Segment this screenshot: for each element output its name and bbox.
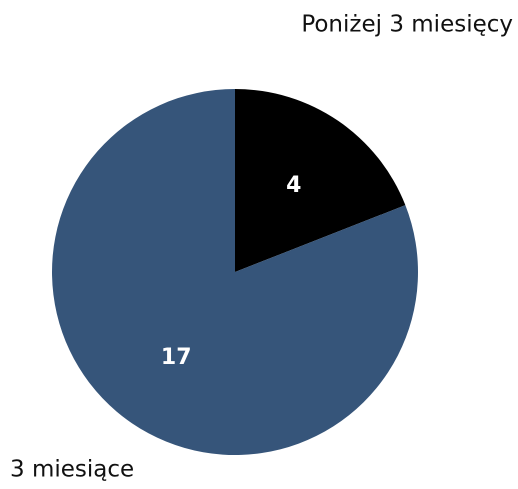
pie-slice — [235, 89, 406, 272]
pie-slice — [51, 89, 418, 455]
value-label: 17 — [161, 345, 192, 370]
value-label: 4 — [286, 173, 301, 198]
category-label: Poniżej 3 miesięcy — [301, 12, 513, 38]
category-label: 3 miesiące — [10, 457, 134, 483]
